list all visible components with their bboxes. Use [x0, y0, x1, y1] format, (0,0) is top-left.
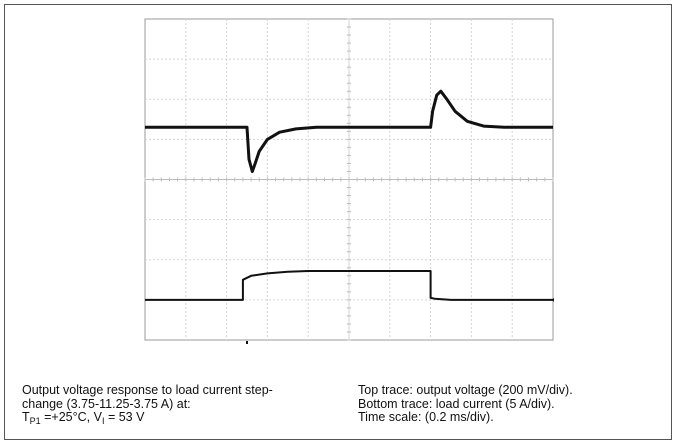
caption-left-line1: Output voltage response to load current … — [22, 383, 273, 397]
caption-right-line3: Time scale: (0.2 ms/div). — [358, 410, 494, 424]
chart-grid — [144, 18, 554, 341]
caption-voltage-value: = 53 V — [104, 410, 145, 424]
caption-left-line3: TP1 =+25°C, VI = 53 V — [22, 410, 352, 426]
caption-right: Top trace: output voltage (200 mV/div). … — [358, 383, 658, 425]
caption-left-line2: change (3.75-11.25-3.75 A) at: — [22, 396, 191, 411]
load-current-trace — [145, 270, 553, 301]
level-marker — [552, 297, 554, 302]
chart-markers — [246, 297, 554, 344]
oscilloscope-chart — [144, 18, 554, 344]
figure-frame — [4, 4, 672, 440]
chart-traces — [145, 89, 553, 301]
caption-left: Output voltage response to load current … — [22, 383, 352, 426]
caption-temp-subscript: P1 — [29, 416, 41, 426]
caption-right-line2: Bottom trace: load current (5 A/div). — [358, 396, 555, 411]
output-voltage-trace — [145, 89, 553, 173]
caption-temp-value: =+25°C, V — [40, 410, 102, 424]
caption-temp-symbol: T — [22, 410, 30, 424]
caption-right-line1: Top trace: output voltage (200 mV/div). — [358, 383, 573, 397]
caption-voltage-subscript: I — [101, 416, 105, 426]
